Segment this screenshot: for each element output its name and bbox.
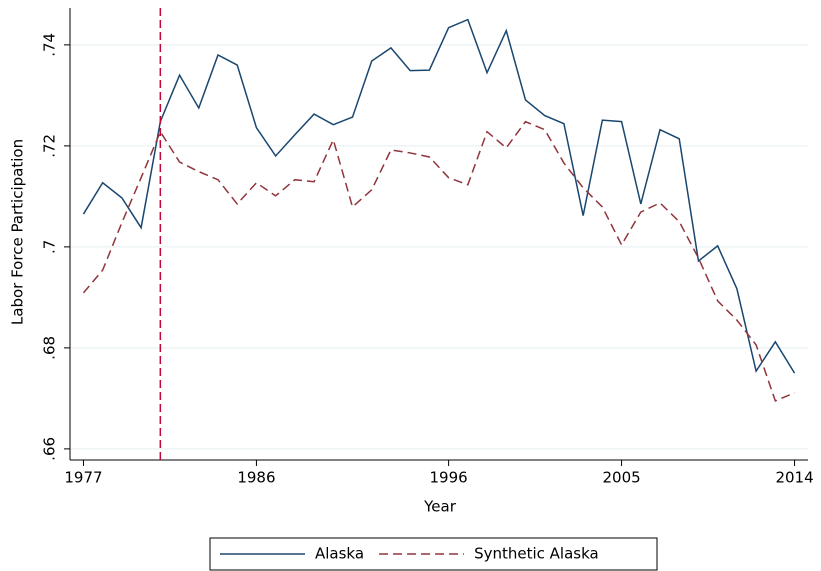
legend-label: Synthetic Alaska: [474, 545, 599, 563]
y-tick-label: .66: [41, 437, 59, 461]
x-tick-label: 2014: [775, 469, 813, 487]
y-tick-label: .68: [41, 336, 59, 360]
x-tick-label: 2005: [602, 469, 640, 487]
y-tick-label: .7: [41, 240, 59, 254]
series-line: [82, 120, 795, 402]
series-line: [82, 18, 796, 374]
x-tick-label: 1986: [237, 469, 275, 487]
x-axis-title: Year: [423, 498, 457, 516]
x-tick-label: 1996: [430, 469, 468, 487]
x-tick-label: 1977: [64, 469, 102, 487]
y-tick-label: .72: [41, 134, 59, 158]
y-axis-title: Labor Force Participation: [9, 139, 27, 325]
legend-label: Alaska: [315, 545, 364, 563]
y-tick-label: .74: [41, 33, 59, 57]
